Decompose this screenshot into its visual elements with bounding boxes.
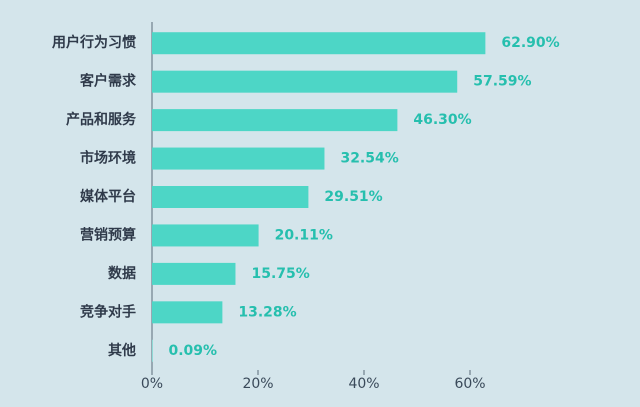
category-label: 用户行为习惯 <box>52 34 136 51</box>
category-label: 其他 <box>108 342 136 359</box>
bar <box>152 147 325 170</box>
bar <box>152 224 259 247</box>
value-label: 20.11% <box>275 227 333 243</box>
x-tick-label: 60% <box>454 376 485 392</box>
bar <box>152 109 398 132</box>
category-label: 产品和服务 <box>66 111 137 128</box>
value-label: 15.75% <box>251 266 309 282</box>
x-tick-label: 0% <box>141 376 163 392</box>
bar <box>152 301 223 324</box>
category-label: 客户需求 <box>79 73 137 90</box>
category-label: 营销预算 <box>80 226 136 243</box>
x-tick-label: 40% <box>348 376 379 392</box>
category-label: 数据 <box>108 265 136 282</box>
category-label: 媒体平台 <box>79 188 136 205</box>
value-label: 57.59% <box>473 74 531 90</box>
category-label: 竞争对手 <box>80 303 136 320</box>
x-tick-label: 20% <box>242 376 273 392</box>
bar <box>152 262 236 285</box>
value-label: 32.54% <box>340 151 398 167</box>
bar <box>152 186 309 208</box>
bar <box>152 70 458 93</box>
value-label: 29.51% <box>324 189 382 205</box>
category-label: 市场环境 <box>80 150 136 167</box>
bar <box>152 32 486 55</box>
value-label: 62.90% <box>501 35 559 51</box>
value-label: 13.28% <box>238 304 296 320</box>
value-label: 46.30% <box>413 112 471 128</box>
value-label: 0.09% <box>168 343 217 359</box>
